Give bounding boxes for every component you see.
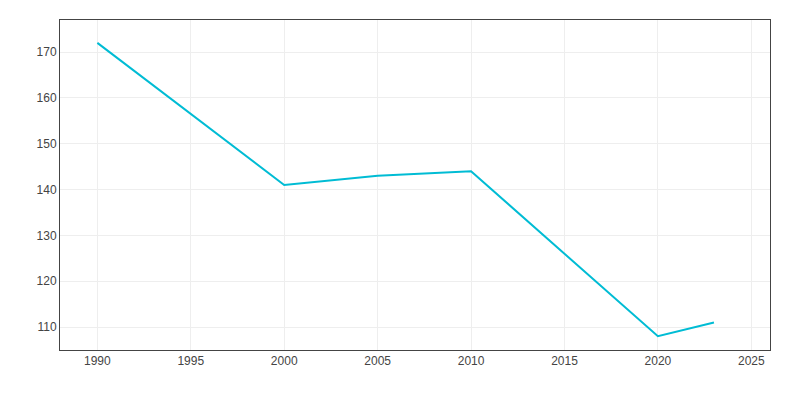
svg-text:140: 140 <box>37 183 57 197</box>
svg-text:2025: 2025 <box>738 354 765 368</box>
svg-text:1990: 1990 <box>84 354 111 368</box>
svg-text:1995: 1995 <box>177 354 204 368</box>
svg-text:2005: 2005 <box>364 354 391 368</box>
svg-text:150: 150 <box>37 137 57 151</box>
svg-text:110: 110 <box>37 320 56 334</box>
svg-text:170: 170 <box>37 45 57 59</box>
svg-text:2000: 2000 <box>271 354 298 368</box>
svg-text:130: 130 <box>37 229 57 243</box>
svg-text:2010: 2010 <box>458 354 485 368</box>
svg-text:120: 120 <box>37 274 57 288</box>
svg-text:2020: 2020 <box>645 354 672 368</box>
svg-text:2015: 2015 <box>551 354 578 368</box>
svg-text:160: 160 <box>37 91 57 105</box>
